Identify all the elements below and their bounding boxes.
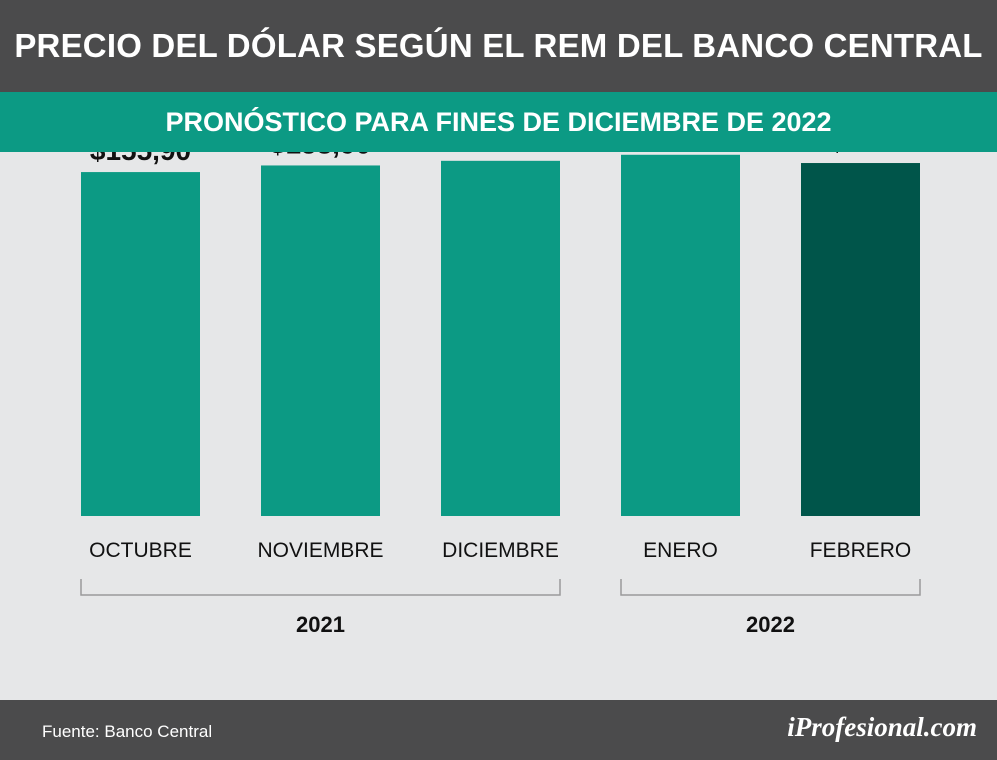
bar-diciembre xyxy=(441,160,560,516)
category-label: OCTUBRE xyxy=(89,539,192,562)
source-note: Fuente: Banco Central xyxy=(42,722,213,741)
group-bracket-2021 xyxy=(80,579,561,596)
chart-title: PRECIO DEL DÓLAR SEGÚN EL REM DEL BANCO … xyxy=(14,27,983,64)
chart-subtitle: PRONÓSTICO PARA FINES DE DICIEMBRE DE 20… xyxy=(165,106,832,137)
footer-bar: Fuente: Banco Central iProfesional.com xyxy=(0,700,997,760)
bar-octubre xyxy=(81,172,200,517)
bar-febrero xyxy=(801,163,920,516)
group-label: 2021 xyxy=(296,612,345,637)
category-label: NOVIEMBRE xyxy=(257,539,383,562)
brand-logo: iProfesional.com xyxy=(787,712,977,742)
subtitle-bar: PRONÓSTICO PARA FINES DE DICIEMBRE DE 20… xyxy=(0,92,997,152)
data-label: $158,90 xyxy=(270,152,371,159)
category-label: ENERO xyxy=(643,539,718,562)
bar-enero xyxy=(621,154,740,516)
data-label: $160 xyxy=(829,152,891,157)
title-bar: PRECIO DEL DÓLAR SEGÚN EL REM DEL BANCO … xyxy=(0,0,997,92)
category-label: FEBRERO xyxy=(810,539,912,562)
group-label: 2022 xyxy=(746,612,795,637)
group-bracket-2022 xyxy=(620,579,921,596)
data-label: $155,90 xyxy=(90,152,191,166)
bar-chart: $155,90 OCTUBRE $158,90 NOVIEMBRE $161 DICIEM… xyxy=(80,152,921,637)
category-label: DICIEMBRE xyxy=(442,539,559,562)
data-label: $161 xyxy=(469,152,531,155)
bar-noviembre xyxy=(261,165,380,516)
